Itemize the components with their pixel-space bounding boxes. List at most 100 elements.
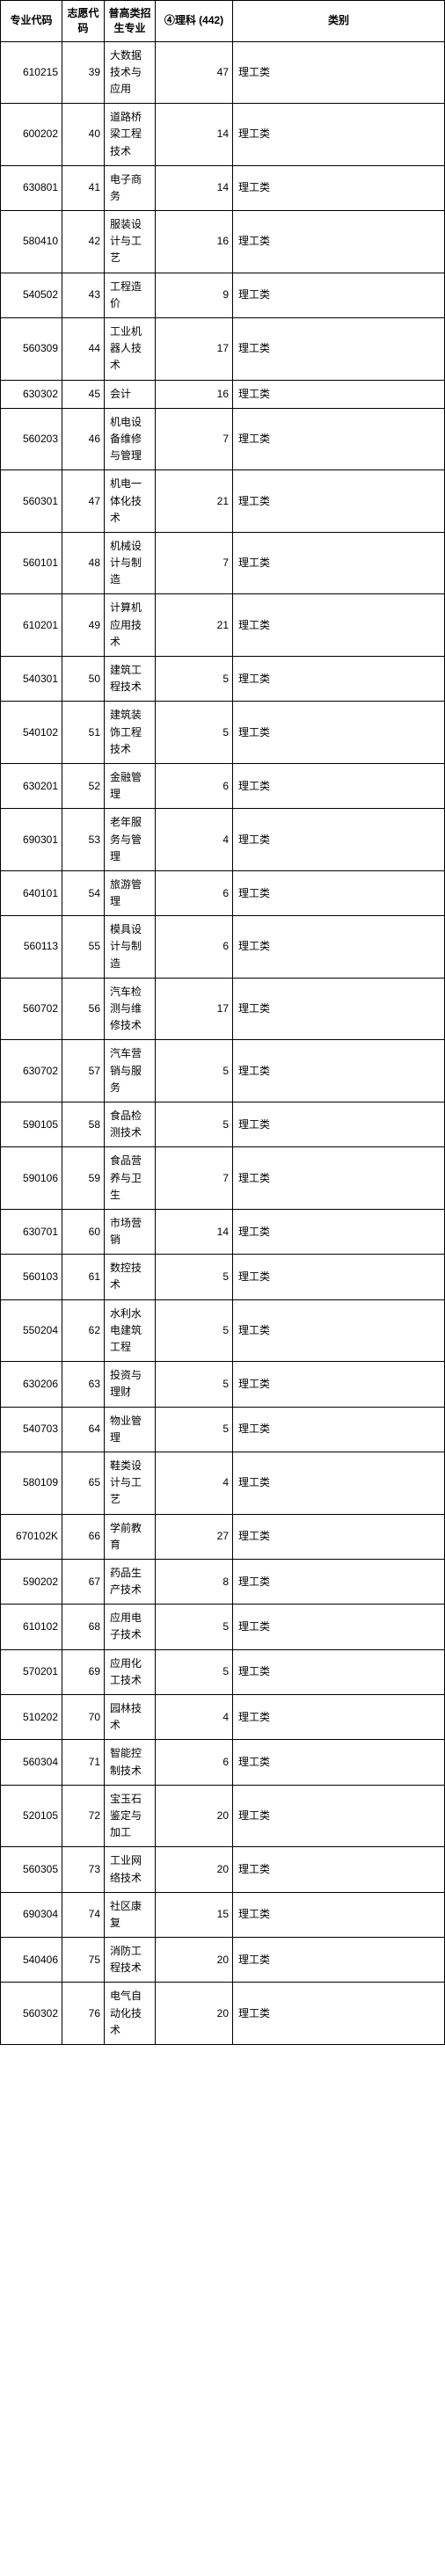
table-row: 54040675消防工程技术20理工类 bbox=[1, 1938, 445, 1983]
quota-cell: 5 bbox=[156, 1605, 233, 1649]
quota-cell: 27 bbox=[156, 1514, 233, 1559]
table-row: 670102K66学前教育27理工类 bbox=[1, 1514, 445, 1559]
volunteer-code-cell: 71 bbox=[62, 1740, 105, 1785]
major-code-cell: 560305 bbox=[1, 1847, 62, 1892]
table-row: 56020346机电设备维修与管理7理工类 bbox=[1, 408, 445, 470]
quota-cell: 4 bbox=[156, 1452, 233, 1514]
header-category: 类别 bbox=[233, 1, 445, 42]
major-code-cell: 630702 bbox=[1, 1040, 62, 1102]
table-row: 61010268应用电子技术5理工类 bbox=[1, 1605, 445, 1649]
volunteer-code-cell: 44 bbox=[62, 318, 105, 381]
major-name-cell: 机电设备维修与管理 bbox=[105, 408, 156, 470]
major-code-cell: 540502 bbox=[1, 273, 62, 317]
quota-cell: 20 bbox=[156, 1847, 233, 1892]
major-code-cell: 550204 bbox=[1, 1299, 62, 1362]
major-name-cell: 学前教育 bbox=[105, 1514, 156, 1559]
table-row: 56030573工业网络技术20理工类 bbox=[1, 1847, 445, 1892]
major-name-cell: 计算机应用技术 bbox=[105, 594, 156, 657]
quota-cell: 5 bbox=[156, 1649, 233, 1694]
volunteer-code-cell: 49 bbox=[62, 594, 105, 657]
major-name-cell: 园林技术 bbox=[105, 1695, 156, 1740]
quota-cell: 4 bbox=[156, 809, 233, 871]
table-row: 56010361数控技术5理工类 bbox=[1, 1255, 445, 1299]
table-row: 55020462水利水电建筑工程5理工类 bbox=[1, 1299, 445, 1362]
major-code-cell: 630201 bbox=[1, 763, 62, 808]
quota-cell: 5 bbox=[156, 1255, 233, 1299]
quota-cell: 20 bbox=[156, 1983, 233, 2045]
table-row: 54010251建筑装饰工程技术5理工类 bbox=[1, 702, 445, 764]
major-name-cell: 数控技术 bbox=[105, 1255, 156, 1299]
major-name-cell: 应用电子技术 bbox=[105, 1605, 156, 1649]
major-name-cell: 工程造价 bbox=[105, 273, 156, 317]
category-cell: 理工类 bbox=[233, 594, 445, 657]
major-code-cell: 580410 bbox=[1, 211, 62, 273]
category-cell: 理工类 bbox=[233, 1040, 445, 1102]
category-cell: 理工类 bbox=[233, 1938, 445, 1983]
major-code-cell: 640101 bbox=[1, 870, 62, 915]
volunteer-code-cell: 39 bbox=[62, 41, 105, 104]
quota-cell: 17 bbox=[156, 318, 233, 381]
volunteer-code-cell: 40 bbox=[62, 104, 105, 166]
table-row: 52010572宝玉石鉴定与加工20理工类 bbox=[1, 1785, 445, 1847]
major-name-cell: 鞋类设计与工艺 bbox=[105, 1452, 156, 1514]
table-row: 61020149计算机应用技术21理工类 bbox=[1, 594, 445, 657]
major-code-cell: 520105 bbox=[1, 1785, 62, 1847]
major-name-cell: 食品检测技术 bbox=[105, 1102, 156, 1146]
quota-cell: 5 bbox=[156, 1102, 233, 1146]
quota-cell: 5 bbox=[156, 657, 233, 702]
category-cell: 理工类 bbox=[233, 1514, 445, 1559]
quota-cell: 16 bbox=[156, 380, 233, 408]
category-cell: 理工类 bbox=[233, 1605, 445, 1649]
table-row: 54030150建筑工程技术5理工类 bbox=[1, 657, 445, 702]
table-row: 56010148机械设计与制造7理工类 bbox=[1, 532, 445, 594]
quota-cell: 21 bbox=[156, 594, 233, 657]
major-name-cell: 工业网络技术 bbox=[105, 1847, 156, 1892]
major-code-cell: 590202 bbox=[1, 1559, 62, 1604]
table-row: 59010558食品检测技术5理工类 bbox=[1, 1102, 445, 1146]
quota-cell: 5 bbox=[156, 1299, 233, 1362]
major-name-cell: 金融管理 bbox=[105, 763, 156, 808]
major-code-cell: 560103 bbox=[1, 1255, 62, 1299]
major-name-cell: 市场营销 bbox=[105, 1209, 156, 1254]
category-cell: 理工类 bbox=[233, 532, 445, 594]
quota-cell: 5 bbox=[156, 1407, 233, 1452]
volunteer-code-cell: 56 bbox=[62, 978, 105, 1040]
category-cell: 理工类 bbox=[233, 1649, 445, 1694]
major-code-cell: 590105 bbox=[1, 1102, 62, 1146]
major-name-cell: 老年服务与管理 bbox=[105, 809, 156, 871]
volunteer-code-cell: 75 bbox=[62, 1938, 105, 1983]
major-name-cell: 机电一体化技术 bbox=[105, 470, 156, 533]
table-row: 63070160市场营销14理工类 bbox=[1, 1209, 445, 1254]
category-cell: 理工类 bbox=[233, 1147, 445, 1210]
volunteer-code-cell: 66 bbox=[62, 1514, 105, 1559]
category-cell: 理工类 bbox=[233, 318, 445, 381]
quota-cell: 20 bbox=[156, 1938, 233, 1983]
volunteer-code-cell: 61 bbox=[62, 1255, 105, 1299]
category-cell: 理工类 bbox=[233, 809, 445, 871]
volunteer-code-cell: 47 bbox=[62, 470, 105, 533]
category-cell: 理工类 bbox=[233, 104, 445, 166]
table-row: 64010154旅游管理6理工类 bbox=[1, 870, 445, 915]
quota-cell: 4 bbox=[156, 1695, 233, 1740]
volunteer-code-cell: 76 bbox=[62, 1983, 105, 2045]
volunteer-code-cell: 72 bbox=[62, 1785, 105, 1847]
category-cell: 理工类 bbox=[233, 1362, 445, 1407]
quota-cell: 8 bbox=[156, 1559, 233, 1604]
category-cell: 理工类 bbox=[233, 870, 445, 915]
quota-cell: 14 bbox=[156, 165, 233, 210]
quota-cell: 6 bbox=[156, 870, 233, 915]
category-cell: 理工类 bbox=[233, 165, 445, 210]
major-name-cell: 大数据技术与应用 bbox=[105, 41, 156, 104]
category-cell: 理工类 bbox=[233, 380, 445, 408]
quota-cell: 6 bbox=[156, 916, 233, 979]
table-row: 58010965鞋类设计与工艺4理工类 bbox=[1, 1452, 445, 1514]
major-name-cell: 工业机器人技术 bbox=[105, 318, 156, 381]
major-code-cell: 630801 bbox=[1, 165, 62, 210]
major-code-cell: 630206 bbox=[1, 1362, 62, 1407]
volunteer-code-cell: 74 bbox=[62, 1892, 105, 1937]
volunteer-code-cell: 73 bbox=[62, 1847, 105, 1892]
quota-cell: 20 bbox=[156, 1785, 233, 1847]
table-row: 57020169应用化工技术5理工类 bbox=[1, 1649, 445, 1694]
major-code-cell: 690304 bbox=[1, 1892, 62, 1937]
table-row: 59020267药品生产技术8理工类 bbox=[1, 1559, 445, 1604]
